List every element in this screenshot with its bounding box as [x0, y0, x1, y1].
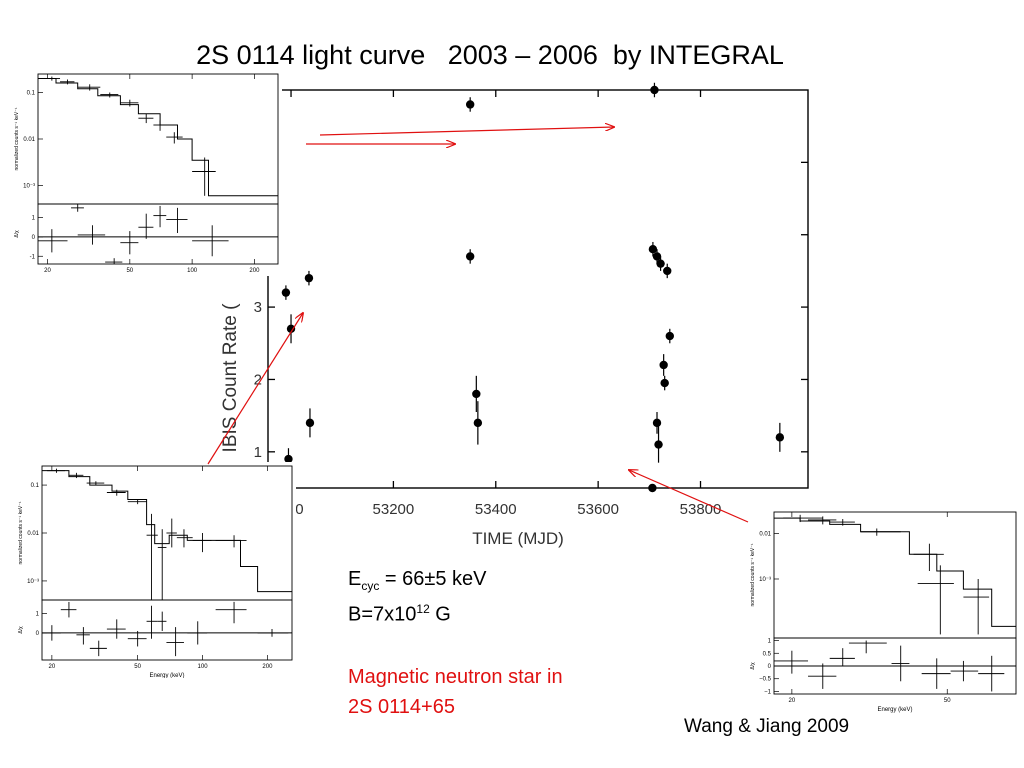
- residual-y-tick-label: 0: [768, 664, 772, 670]
- spectrum-y-axis-label: normalized counts s⁻¹ keV⁻¹: [18, 501, 24, 564]
- cyclotron-energy-text: Ecyc = 66±5 keV: [348, 566, 487, 599]
- y-tick-label: 3: [254, 299, 262, 316]
- residual-frame: [41, 599, 293, 661]
- data-point: [663, 266, 672, 276]
- data-point: [650, 85, 659, 95]
- residual-y-tick-label: 1: [768, 639, 772, 645]
- spectrum-frame: [37, 73, 279, 205]
- bfield-exponent: 12: [416, 602, 430, 616]
- claim-line-2: 2S 0114+65: [348, 696, 455, 718]
- spectrum-x-tick-label: 200: [262, 664, 273, 670]
- data-point: [652, 252, 662, 261]
- magnetic-field-text: B=7x1012 G: [348, 596, 451, 628]
- residual-y-axis-label: Δ/χ: [750, 662, 756, 670]
- spectrum-y-tick-label: 0.01: [759, 532, 771, 538]
- spectrum-y-tick-label: 0.1: [31, 483, 40, 489]
- y-tick-label: 1: [254, 444, 262, 461]
- spectrum-y-tick-label: 0.01: [23, 137, 35, 143]
- residual-y-axis-label: Δ/χ: [14, 230, 20, 238]
- model-histogram: [38, 78, 278, 197]
- bfield-unit: G: [429, 603, 451, 626]
- plus-minus-symbol: ±: [424, 568, 436, 590]
- data-point: [654, 440, 663, 449]
- y-axis-label: IBIS Count Rate (: [220, 303, 241, 453]
- residual-y-tick-label: 0: [32, 235, 36, 241]
- data-point: [472, 389, 481, 399]
- residual-y-axis-label: Δ/χ: [18, 626, 24, 634]
- claim-line-1: Magnetic neutron star in: [348, 666, 563, 688]
- data-point: [652, 418, 662, 428]
- ecyc-error: 5 keV: [435, 568, 487, 590]
- spectrum-y-axis-label: normalized counts s⁻¹ keV⁻¹: [750, 543, 756, 606]
- spectrum-inset-bottom-left: 0.1 0.01 10⁻³ 1 0 20 50 100 200 Energy (keV) norma…: [6, 462, 296, 678]
- slide-title: 2S 0114 light curve 2003 – 2006 by INTEG…: [196, 40, 784, 70]
- residual-y-tick-label: 0.5: [763, 651, 772, 657]
- residual-y-tick-label: −1: [764, 689, 772, 695]
- data-point: [656, 259, 665, 268]
- data-point: [286, 324, 296, 333]
- spectrum-y-tick-label: 10⁻³: [23, 183, 35, 189]
- spectrum-y-tick-label: 10⁻³: [759, 577, 771, 583]
- spectrum-x-tick-label: 20: [49, 664, 56, 670]
- x-tick-label: 53600: [577, 501, 619, 518]
- spectrum-x-tick-label: 200: [249, 268, 260, 274]
- data-point: [473, 418, 483, 428]
- bfield-prefix: B=7x10: [348, 603, 417, 626]
- ecyc-symbol: E: [348, 568, 362, 590]
- model-histogram: [42, 470, 292, 593]
- spectrum-y-axis-label: normalized counts s⁻¹ keV⁻¹: [14, 107, 20, 170]
- residual-y-tick-label: −0.5: [759, 677, 772, 683]
- data-point: [665, 331, 675, 341]
- ecyc-subscript: cyc: [361, 579, 380, 593]
- data-point: [465, 252, 475, 261]
- spectrum-y-tick-label: 10⁻³: [27, 579, 39, 585]
- data-point: [281, 288, 291, 297]
- data-point: [775, 433, 785, 442]
- spectrum-x-tick-label: 20: [789, 698, 796, 704]
- residual-y-tick-label: 1: [36, 612, 40, 618]
- spectrum-y-tick-label: 0.1: [27, 91, 36, 97]
- data-point: [660, 378, 669, 388]
- data-point: [648, 483, 657, 493]
- model-histogram: [774, 517, 1016, 627]
- data-point: [648, 245, 658, 254]
- data-point: [659, 360, 668, 370]
- spectrum-x-tick-label: 100: [187, 268, 198, 274]
- spectrum-x-tick-label: 50: [126, 268, 133, 274]
- residual-y-tick-label: 0: [36, 631, 40, 637]
- x-axis-label: TIME (MJD): [472, 529, 564, 548]
- y-tick-label: 2: [254, 371, 262, 388]
- residual-y-tick-label: 1: [32, 216, 36, 222]
- spectrum-x-tick-label: 50: [944, 698, 951, 704]
- x-tick-label: 53800: [680, 501, 722, 518]
- spectrum-x-tick-label: 20: [44, 268, 51, 274]
- spectrum-inset-bottom-right: 0.01 10⁻³ 1 0.5 0 −0.5 −1 20 50 Energy (keV) norma…: [730, 508, 1020, 714]
- spectrum-frame: [773, 511, 1017, 639]
- spectrum-x-axis-label: Energy (keV): [877, 707, 912, 713]
- residual-frame: [37, 203, 279, 265]
- data-point: [465, 100, 475, 109]
- residual-y-tick-label: -1: [30, 254, 36, 260]
- data-point: [304, 273, 314, 283]
- ecyc-value: = 66: [379, 568, 425, 590]
- plot-frame: [267, 89, 809, 489]
- credit-text: Wang & Jiang 2009: [684, 716, 850, 737]
- x-tick-label: 53200: [373, 501, 415, 518]
- spectrum-x-tick-label: 50: [134, 664, 141, 670]
- spectrum-x-axis-label: Energy (keV): [149, 673, 184, 678]
- x-tick-label: 53400: [475, 501, 517, 518]
- data-point: [305, 418, 315, 428]
- spectrum-y-tick-label: 0.01: [27, 531, 39, 537]
- spectrum-x-tick-label: 100: [198, 664, 209, 670]
